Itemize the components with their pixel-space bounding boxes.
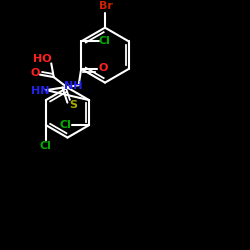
Text: HO: HO — [33, 54, 52, 64]
Text: HN: HN — [32, 86, 50, 96]
Text: O: O — [98, 64, 108, 74]
Text: Cl: Cl — [99, 36, 111, 46]
Text: Br: Br — [99, 2, 113, 12]
Text: O: O — [31, 68, 40, 78]
Text: NH: NH — [64, 81, 82, 91]
Text: Cl: Cl — [40, 140, 52, 150]
Text: Cl: Cl — [60, 120, 71, 130]
Text: S: S — [69, 100, 77, 110]
